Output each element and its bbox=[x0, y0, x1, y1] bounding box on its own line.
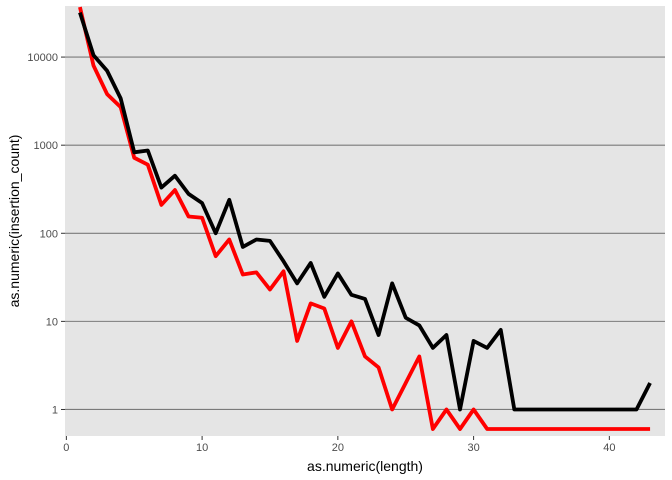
y-axis-title: as.numeric(insertion_count) bbox=[6, 135, 22, 308]
x-axis-title: as.numeric(length) bbox=[307, 458, 423, 474]
y-tick-label-1: 10 bbox=[46, 316, 58, 328]
y-tick-label-4: 10000 bbox=[27, 52, 58, 64]
y-tick-label-3: 1000 bbox=[34, 140, 58, 152]
series-line-0 bbox=[78, 6, 651, 431]
y-tick-label-2: 100 bbox=[40, 228, 58, 240]
y-tick-label-0: 1 bbox=[52, 404, 58, 416]
x-tick-label-4: 40 bbox=[603, 442, 615, 454]
x-tick-label-1: 10 bbox=[196, 442, 208, 454]
series-lines bbox=[78, 6, 652, 431]
x-tick-label-2: 20 bbox=[332, 442, 344, 454]
plot-panel bbox=[65, 6, 665, 436]
x-tick-label-3: 30 bbox=[467, 442, 479, 454]
y-axis-ticks: 1 10 100 1000 10000 bbox=[27, 52, 65, 416]
x-tick-label-0: 0 bbox=[63, 442, 69, 454]
series-line-1 bbox=[78, 12, 652, 412]
x-axis-ticks: 0 10 20 30 40 bbox=[63, 436, 615, 454]
